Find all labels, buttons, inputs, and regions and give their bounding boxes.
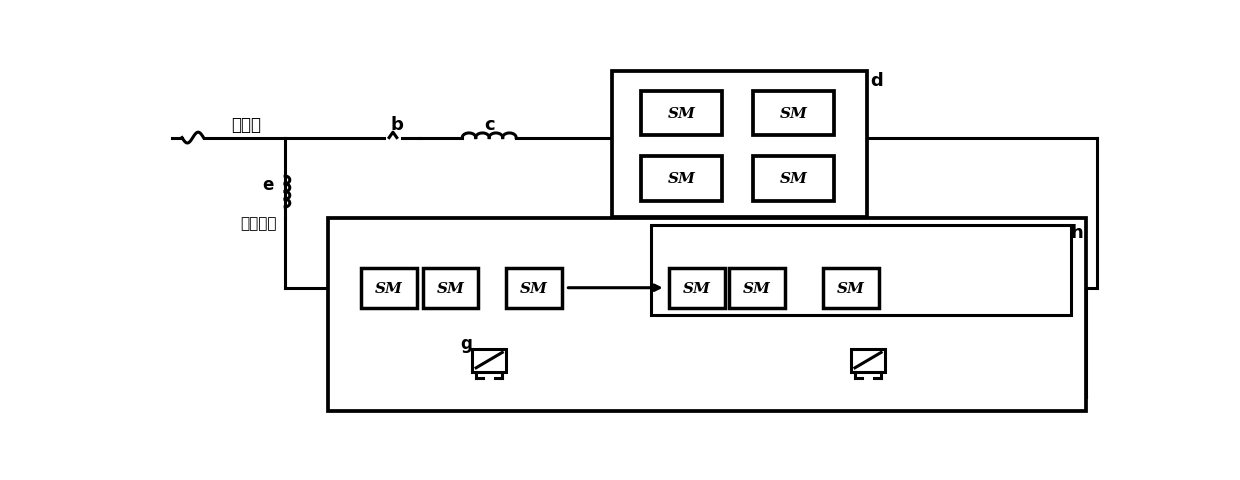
- Text: SM: SM: [668, 107, 696, 120]
- Bar: [506, 268, 562, 308]
- Text: SM: SM: [668, 172, 696, 186]
- Bar: [472, 349, 506, 372]
- Bar: [823, 268, 879, 308]
- Bar: [670, 268, 725, 308]
- Text: h: h: [1070, 224, 1083, 242]
- Bar: [753, 91, 833, 136]
- Text: SM: SM: [837, 281, 866, 295]
- Text: b: b: [391, 116, 403, 133]
- Text: SM: SM: [780, 172, 807, 186]
- Bar: [423, 268, 479, 308]
- Bar: [753, 157, 833, 201]
- Text: SM: SM: [520, 281, 548, 295]
- Bar: [361, 268, 417, 308]
- Bar: [729, 268, 785, 308]
- Bar: [641, 91, 722, 136]
- Text: SM: SM: [376, 281, 403, 295]
- Bar: [651, 225, 1070, 316]
- Text: SM: SM: [436, 281, 465, 295]
- Text: d: d: [870, 72, 883, 90]
- Bar: [851, 349, 885, 372]
- Text: c: c: [484, 116, 495, 133]
- Text: 转移支路: 转移支路: [241, 216, 277, 230]
- Text: SM: SM: [683, 281, 711, 295]
- Text: 主支路: 主支路: [232, 116, 262, 133]
- Bar: [613, 72, 867, 217]
- Text: SM: SM: [743, 281, 771, 295]
- Text: e: e: [263, 175, 274, 193]
- Bar: [641, 157, 722, 201]
- Text: g: g: [460, 335, 472, 352]
- Text: SM: SM: [780, 107, 807, 120]
- Bar: [327, 219, 1086, 411]
